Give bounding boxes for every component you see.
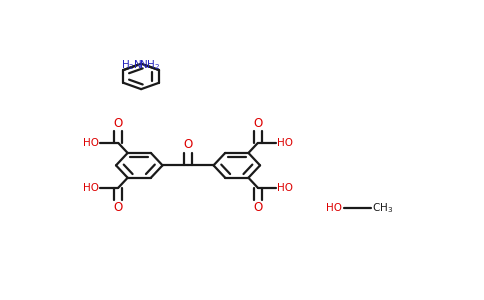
- Text: NH$_2$: NH$_2$: [139, 58, 161, 72]
- Text: CH$_3$: CH$_3$: [372, 201, 393, 215]
- Text: HO: HO: [83, 138, 99, 148]
- Text: HO: HO: [277, 138, 293, 148]
- Text: O: O: [114, 201, 123, 214]
- Text: O: O: [253, 201, 262, 214]
- Text: O: O: [114, 117, 123, 130]
- Text: O: O: [183, 138, 193, 151]
- Text: HO: HO: [83, 183, 99, 193]
- Text: HO: HO: [277, 183, 293, 193]
- Text: HO: HO: [326, 203, 342, 213]
- Text: O: O: [253, 117, 262, 130]
- Text: H$_2$N: H$_2$N: [121, 58, 143, 72]
